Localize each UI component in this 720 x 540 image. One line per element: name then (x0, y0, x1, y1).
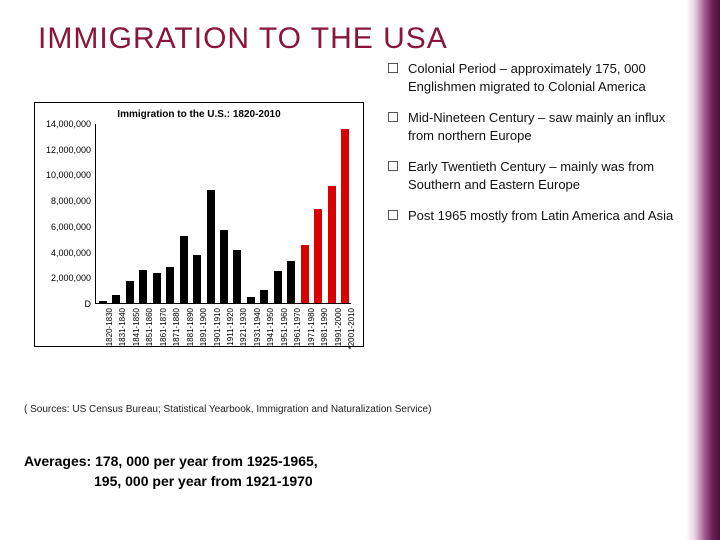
chart-xtick: 1820-1830 (105, 308, 114, 346)
chart-plot (95, 124, 351, 304)
chart-bar (301, 245, 309, 303)
chart-xtick: *2001-2010 (347, 308, 356, 349)
bullet-text: Post 1965 mostly from Latin America and … (408, 207, 673, 225)
chart-area: D2,000,0004,000,0006,000,0008,000,00010,… (39, 124, 359, 342)
bullet-text: Colonial Period – approximately 175, 000… (408, 60, 682, 95)
chart-ytick: 12,000,000 (35, 145, 91, 155)
chart-ytick: 4,000,000 (35, 248, 91, 258)
chart-bar (99, 301, 107, 303)
chart-ytick: 8,000,000 (35, 196, 91, 206)
bullet-item: Post 1965 mostly from Latin America and … (388, 207, 682, 225)
chart-ytick: D (35, 299, 91, 309)
chart-xtick: 1991-2000 (334, 308, 343, 346)
chart-bar (166, 267, 174, 303)
chart-bar (274, 271, 282, 303)
chart-ytick: 14,000,000 (35, 119, 91, 129)
chart-xtick: 1911-1920 (226, 308, 235, 346)
chart-xtick: 1881-1890 (186, 308, 195, 346)
chart-ytick: 2,000,000 (35, 273, 91, 283)
chart-bar (207, 190, 215, 303)
chart-xtick: 1841-1850 (132, 308, 141, 346)
chart-bar (233, 250, 241, 303)
chart-bar (341, 129, 349, 303)
source-note: ( Sources: US Census Bureau; Statistical… (24, 404, 431, 415)
chart-xtick: 1901-1910 (213, 308, 222, 346)
chart-xtick: 1971-1980 (307, 308, 316, 346)
chart-bar (180, 236, 188, 303)
averages-line-2: 195, 000 per year from 1921-1970 (24, 472, 318, 492)
chart-bar (260, 290, 268, 303)
chart-xtick: 1931-1940 (253, 308, 262, 346)
bullet-text: Mid-Nineteen Century – saw mainly an inf… (408, 109, 682, 144)
chart-ytick: 6,000,000 (35, 222, 91, 232)
chart-bar (287, 261, 295, 303)
chart-xtick: 1851-1860 (145, 308, 154, 346)
bullet-box-icon (388, 63, 398, 73)
bullet-item: Colonial Period – approximately 175, 000… (388, 60, 682, 95)
chart-bar (314, 209, 322, 303)
bullet-box-icon (388, 161, 398, 171)
chart-bar (153, 273, 161, 303)
chart-bar (247, 297, 255, 303)
chart-xtick: 1981-1990 (320, 308, 329, 346)
chart-ytick: 10,000,000 (35, 170, 91, 180)
chart-bar (328, 186, 336, 303)
bullet-list: Colonial Period – approximately 175, 000… (388, 60, 682, 239)
chart-xtick: 1891-1900 (199, 308, 208, 346)
chart-bar (139, 270, 147, 303)
chart-bar (220, 230, 228, 303)
chart-xtick: 1871-1880 (172, 308, 181, 346)
chart-bar (126, 281, 134, 303)
chart-xtick: 1961-1970 (293, 308, 302, 346)
bullet-text: Early Twentieth Century – mainly was fro… (408, 158, 682, 193)
chart-xtick: 1921-1930 (239, 308, 248, 346)
bullet-box-icon (388, 210, 398, 220)
page-title: IMMIGRATION TO THE USA (38, 22, 448, 56)
chart-bar (112, 295, 120, 303)
chart-container: Immigration to the U.S.: 1820-2010 D2,00… (34, 102, 364, 347)
averages-block: Averages: 178, 000 per year from 1925-19… (24, 452, 318, 491)
bullet-item: Early Twentieth Century – mainly was fro… (388, 158, 682, 193)
averages-line-1: Averages: 178, 000 per year from 1925-19… (24, 452, 318, 472)
chart-xtick: 1861-1870 (159, 308, 168, 346)
chart-bar (193, 255, 201, 303)
side-gradient-strip (686, 0, 720, 540)
chart-xtick: 1951-1960 (280, 308, 289, 346)
chart-xtick: 1831-1840 (118, 308, 127, 346)
bullet-item: Mid-Nineteen Century – saw mainly an inf… (388, 109, 682, 144)
chart-xtick: 1941-1950 (266, 308, 275, 346)
bullet-box-icon (388, 112, 398, 122)
